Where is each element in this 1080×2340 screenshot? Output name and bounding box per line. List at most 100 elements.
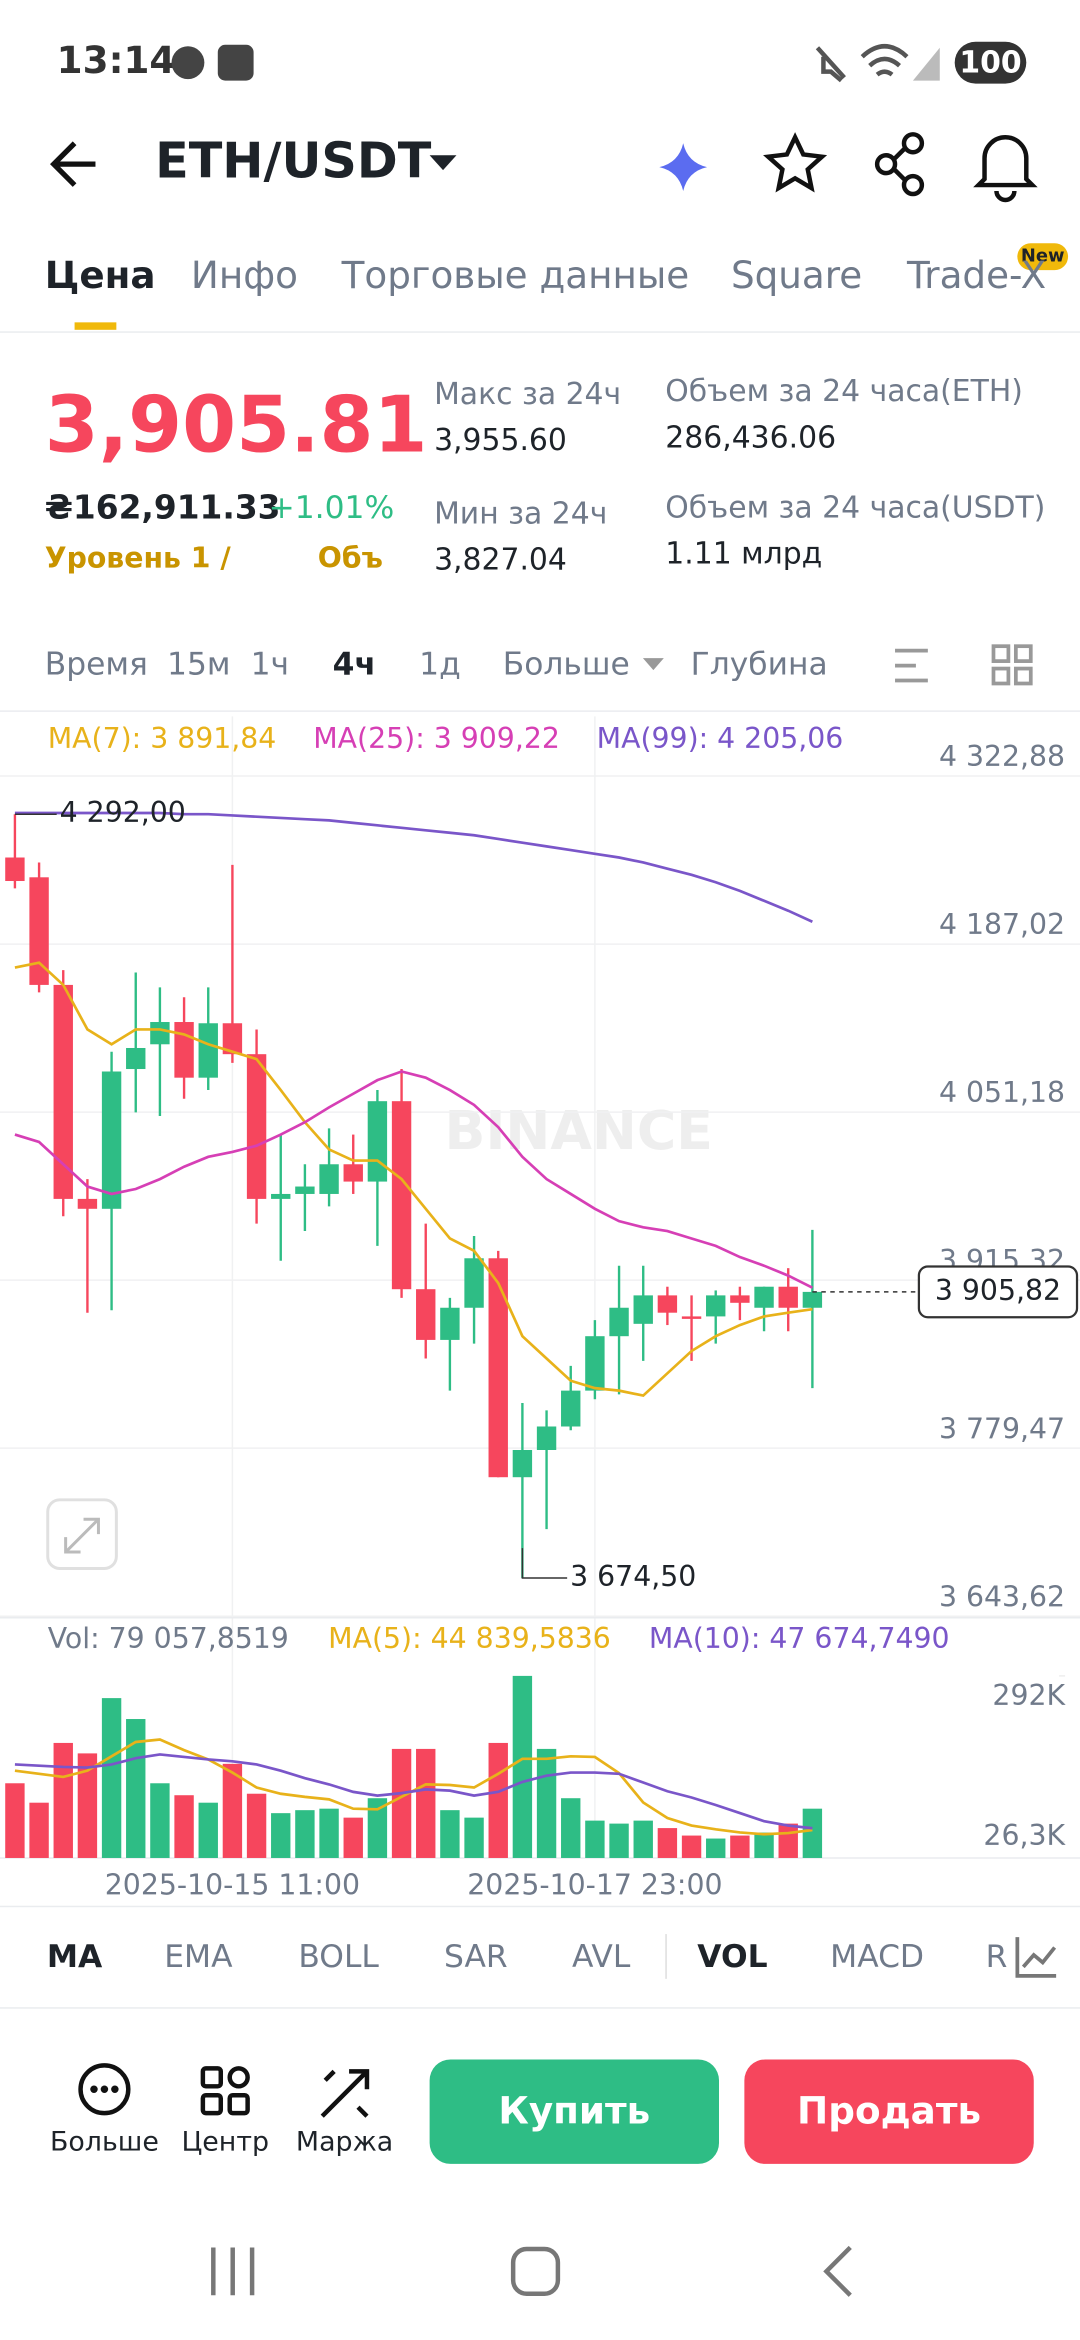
stat-label: Объем за 24 часа(ETH)	[665, 374, 1023, 409]
indicator[interactable]: BOLL	[298, 1939, 379, 1975]
candle-body	[29, 877, 49, 985]
candle-body	[343, 1164, 363, 1182]
alert-button[interactable]	[973, 135, 1038, 203]
volume-bar	[730, 1835, 750, 1858]
action-label[interactable]: Центр	[181, 2127, 269, 2158]
nav-back[interactable]	[823, 2245, 852, 2297]
ai-button[interactable]	[659, 143, 708, 192]
y-tick-label: 4 322,88	[939, 740, 1065, 773]
candle-body	[488, 1258, 508, 1478]
indicator[interactable]: SAR	[444, 1939, 508, 1975]
candle-body	[367, 1101, 388, 1182]
buy-label: Купить	[498, 2089, 650, 2133]
volume-bar	[657, 1828, 678, 1858]
volume-bar	[416, 1748, 436, 1858]
new-badge-text: New	[1021, 246, 1065, 267]
volume-bar	[150, 1783, 170, 1858]
volume-bar	[246, 1793, 267, 1858]
interval[interactable]: 1ч	[251, 647, 289, 683]
more-icon[interactable]	[78, 2063, 131, 2116]
tab[interactable]: Торговые данные	[341, 253, 690, 297]
interval[interactable]: 15м	[167, 647, 230, 683]
indicator[interactable]: MACD	[830, 1939, 924, 1975]
pair-title[interactable]: ETH/USDT	[155, 132, 432, 190]
layout-icon[interactable]	[991, 644, 1033, 686]
back-button[interactable]	[50, 141, 96, 187]
interval[interactable]: 4ч	[333, 647, 376, 683]
pair-dropdown[interactable]	[429, 155, 457, 171]
indicator[interactable]: MA	[47, 1939, 103, 1975]
divider	[0, 710, 1080, 712]
volume-bar	[5, 1783, 25, 1858]
y-tick-label: 3 643,62	[939, 1580, 1065, 1613]
candle-body	[271, 1193, 291, 1199]
volume-bar	[391, 1748, 412, 1858]
candle-body	[440, 1307, 460, 1340]
candle-body	[778, 1286, 798, 1308]
indicator[interactable]: VOL	[697, 1939, 767, 1975]
volume-bar	[681, 1835, 702, 1858]
action-label[interactable]: Больше	[50, 2127, 159, 2158]
tab[interactable]: Trade-X	[906, 253, 1046, 297]
margin-icon[interactable]	[320, 2069, 370, 2118]
center-icon[interactable]	[200, 2066, 250, 2116]
chart-settings[interactable]	[1015, 1937, 1057, 1978]
app-icon	[217, 44, 254, 81]
volume-bar	[101, 1698, 122, 1858]
volume-tick-label: 292K	[992, 1679, 1066, 1712]
candle-body	[681, 1316, 702, 1319]
stat-label: Мин за 24ч	[434, 496, 607, 531]
indicator[interactable]: R	[986, 1939, 1008, 1975]
ma-line	[14, 961, 813, 1398]
share-button[interactable]	[874, 132, 925, 197]
active-tab-indicator	[74, 322, 117, 330]
favorite-button[interactable]	[763, 132, 828, 193]
volume-ma-line	[14, 1753, 813, 1830]
buy-button[interactable]	[429, 2059, 720, 2164]
sell-button[interactable]	[744, 2059, 1034, 2164]
battery-level: 100	[959, 46, 1021, 81]
volume-bar	[536, 1748, 557, 1858]
volume-bar	[174, 1795, 194, 1858]
candle-body	[730, 1295, 750, 1303]
watermark: BINANCE	[445, 1099, 713, 1162]
y-tick-label: 4 187,02	[939, 908, 1065, 941]
volume-bar	[198, 1802, 218, 1858]
more-dropdown	[642, 658, 664, 671]
volume-bar	[271, 1813, 291, 1858]
indicator[interactable]: EMA	[164, 1939, 233, 1975]
interval: Время	[45, 647, 148, 683]
last-price: 3,905.81	[45, 380, 428, 470]
volume-bar	[706, 1838, 726, 1858]
battery	[954, 41, 1027, 84]
action-label[interactable]: Маржа	[296, 2127, 393, 2158]
divider	[665, 1934, 667, 1979]
last-price-label: 3 905,82	[935, 1274, 1061, 1307]
interval[interactable]: 1д	[419, 647, 461, 683]
indicator[interactable]: AVL	[572, 1939, 631, 1975]
high-label: 4 292,00	[60, 796, 186, 829]
nav-home[interactable]	[510, 2246, 561, 2296]
divider	[0, 331, 1080, 333]
tab[interactable]: Цена	[45, 253, 156, 297]
volume-bar	[440, 1810, 460, 1858]
volume-bar	[53, 1742, 73, 1858]
tab[interactable]: Инфо	[191, 253, 298, 297]
mute-icon	[815, 46, 846, 83]
sell-label: Продать	[797, 2089, 981, 2133]
volume-bar	[367, 1798, 388, 1858]
ma-legend: MA(7): 3 891,84	[48, 722, 277, 755]
volume-bar	[77, 1753, 98, 1858]
candle-body	[53, 984, 73, 1199]
volume-bar	[29, 1802, 49, 1858]
tab[interactable]: Square	[731, 253, 862, 297]
interval[interactable]: Глубина	[691, 647, 828, 683]
interval[interactable]: Больше	[503, 647, 630, 683]
settings-icon[interactable]	[895, 648, 928, 683]
candle-body	[512, 1449, 533, 1478]
fullscreen-button[interactable]	[46, 1498, 118, 1570]
volume-bar	[754, 1832, 774, 1858]
divider	[0, 2007, 1080, 2009]
nav-recent[interactable]	[211, 2247, 255, 2296]
